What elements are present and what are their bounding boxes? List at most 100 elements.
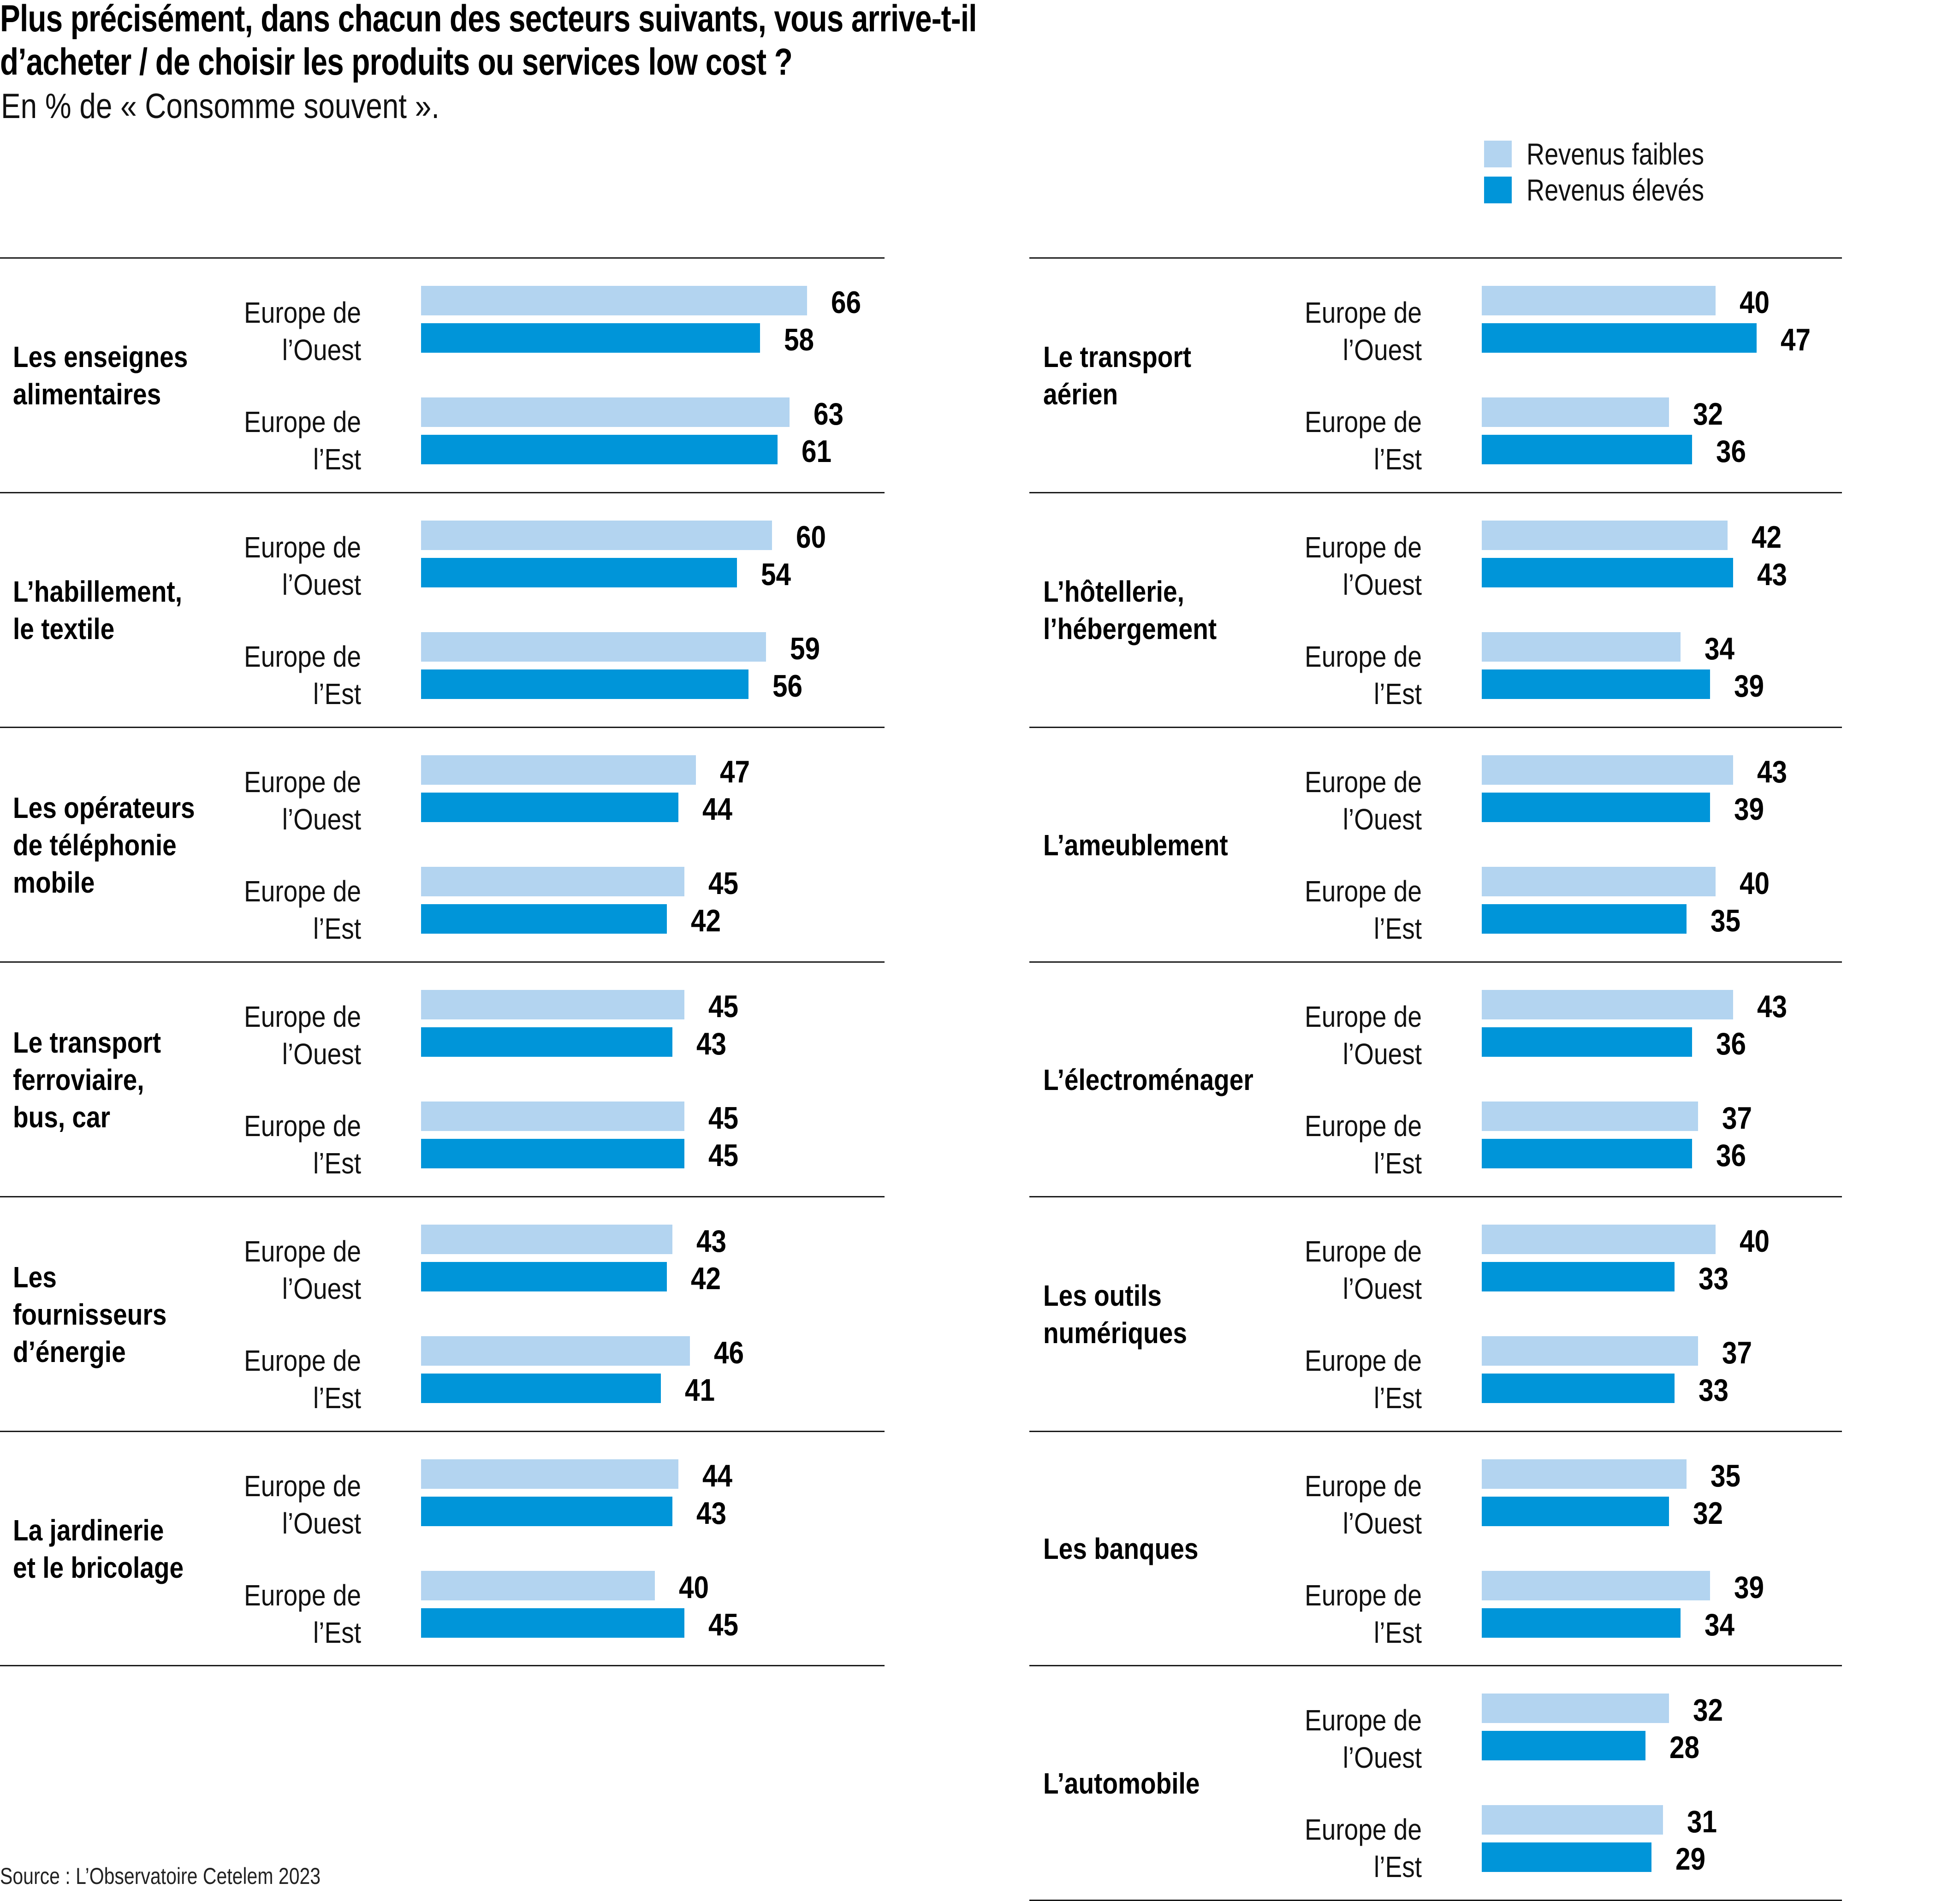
value-label-l-electromenager-ouest-revenus-faibles: 43 [1757, 989, 1788, 1024]
value-label-l-automobile-ouest-revenus-eleves: 28 [1669, 1730, 1700, 1765]
region-label-ouest: Europe de l’Ouest [1305, 1469, 1422, 1540]
value-label-l-ameublement-est-revenus-eleves: 35 [1711, 903, 1741, 938]
legend-item-revenus-eleves: Revenus élevés [1484, 173, 1743, 207]
sector-label-le-transport-aerien: Le transport aérien [1043, 340, 1192, 411]
separator-line [1029, 961, 1842, 963]
bar-l-electromenager-est-revenus-eleves [1482, 1139, 1692, 1168]
bar-les-operateurs-de-telephonie-mobile-ouest-revenus-eleves [421, 793, 678, 822]
bar-le-transport-aerien-ouest-revenus-eleves [1482, 323, 1757, 353]
value-label-le-transport-ferroviaire-bus-car-ouest-revenus-eleves: 43 [696, 1026, 727, 1061]
value-label-l-electromenager-est-revenus-eleves: 36 [1716, 1138, 1746, 1173]
bar-le-transport-aerien-est-revenus-faibles [1482, 397, 1669, 427]
region-label-est: Europe de l’Est [1305, 405, 1422, 476]
separator-line [1029, 1431, 1842, 1432]
value-label-l-habillement-le-textile-ouest-revenus-eleves: 54 [761, 557, 791, 592]
value-label-l-hotellerie-l-hebergement-est-revenus-faibles: 34 [1705, 631, 1735, 666]
value-label-l-automobile-ouest-revenus-faibles: 32 [1693, 1693, 1723, 1728]
value-label-le-transport-ferroviaire-bus-car-est-revenus-eleves: 45 [708, 1138, 739, 1173]
separator-line [1029, 257, 1842, 259]
value-label-l-habillement-le-textile-ouest-revenus-faibles: 60 [796, 520, 826, 555]
value-label-les-banques-ouest-revenus-faibles: 35 [1711, 1458, 1741, 1493]
value-label-les-enseignes-alimentaires-est-revenus-eleves: 61 [802, 434, 832, 469]
sector-label-l-automobile: L’automobile [1043, 1767, 1200, 1800]
value-label-les-operateurs-de-telephonie-mobile-ouest-revenus-faibles: 47 [720, 754, 750, 789]
value-label-l-hotellerie-l-hebergement-ouest-revenus-eleves: 43 [1757, 557, 1788, 592]
region-label-est: Europe de l’Est [1305, 1813, 1422, 1883]
separator-line [1029, 492, 1842, 493]
bar-l-habillement-le-textile-ouest-revenus-eleves [421, 558, 737, 587]
region-label-est: Europe de l’Est [244, 1344, 361, 1415]
value-label-les-operateurs-de-telephonie-mobile-est-revenus-faibles: 45 [708, 866, 739, 901]
separator-line [0, 1196, 885, 1197]
region-label-ouest: Europe de l’Ouest [1305, 296, 1422, 367]
value-label-l-hotellerie-l-hebergement-ouest-revenus-faibles: 42 [1752, 520, 1782, 555]
bar-les-operateurs-de-telephonie-mobile-est-revenus-eleves [421, 904, 667, 934]
bar-le-transport-ferroviaire-bus-car-est-revenus-eleves [421, 1139, 684, 1168]
value-label-la-jardinerie-et-le-bricolage-ouest-revenus-eleves: 43 [696, 1496, 727, 1531]
bar-l-automobile-ouest-revenus-eleves [1482, 1731, 1645, 1760]
separator-line [0, 961, 885, 963]
value-label-les-outils-numeriques-ouest-revenus-faibles: 40 [1740, 1224, 1770, 1259]
bar-les-banques-est-revenus-faibles [1482, 1571, 1710, 1600]
bar-les-enseignes-alimentaires-ouest-revenus-faibles [421, 286, 807, 315]
bar-les-banques-est-revenus-eleves [1482, 1608, 1681, 1638]
bar-l-electromenager-ouest-revenus-eleves [1482, 1027, 1692, 1057]
legend-swatch-revenus-faibles [1484, 141, 1512, 167]
bar-l-ameublement-est-revenus-eleves [1482, 904, 1687, 934]
sector-label-l-hotellerie-l-hebergement: L’hôtellerie, l’hébergement [1043, 575, 1217, 646]
legend-item-revenus-faibles: Revenus faibles [1484, 137, 1743, 171]
value-label-l-automobile-est-revenus-faibles: 31 [1687, 1804, 1717, 1839]
region-label-ouest: Europe de l’Ouest [1305, 531, 1422, 601]
bar-l-hotellerie-l-hebergement-est-revenus-faibles [1482, 632, 1681, 662]
region-label-est: Europe de l’Est [244, 405, 361, 476]
region-label-ouest: Europe de l’Ouest [244, 296, 361, 367]
bar-les-operateurs-de-telephonie-mobile-est-revenus-faibles [421, 867, 684, 896]
bar-l-automobile-ouest-revenus-faibles [1482, 1694, 1669, 1723]
bar-l-automobile-est-revenus-faibles [1482, 1805, 1663, 1835]
region-label-ouest: Europe de l’Ouest [244, 765, 361, 836]
bar-les-outils-numeriques-est-revenus-eleves [1482, 1374, 1675, 1403]
value-label-les-banques-ouest-revenus-eleves: 32 [1693, 1496, 1723, 1531]
bar-les-banques-ouest-revenus-faibles [1482, 1459, 1687, 1489]
separator-line [1029, 1665, 1842, 1666]
region-label-est: Europe de l’Est [1305, 1344, 1422, 1415]
region-label-ouest: Europe de l’Ouest [244, 531, 361, 601]
region-label-est: Europe de l’Est [1305, 875, 1422, 945]
bar-l-hotellerie-l-hebergement-ouest-revenus-faibles [1482, 521, 1728, 550]
sector-label-les-operateurs-de-telephonie-mobile: Les opérateurs de téléphonie mobile [13, 791, 195, 899]
value-label-l-habillement-le-textile-est-revenus-faibles: 59 [790, 631, 820, 666]
region-label-ouest: Europe de l’Ouest [1305, 765, 1422, 836]
chart-title: Plus précisément, dans chacun des secteu… [0, 0, 996, 84]
value-label-les-outils-numeriques-est-revenus-faibles: 37 [1722, 1335, 1752, 1370]
region-label-est: Europe de l’Est [244, 1579, 361, 1649]
bar-les-fournisseurs-d-energie-est-revenus-faibles [421, 1336, 690, 1366]
region-label-est: Europe de l’Est [244, 640, 361, 711]
bar-les-fournisseurs-d-energie-ouest-revenus-eleves [421, 1262, 667, 1291]
bar-les-fournisseurs-d-energie-ouest-revenus-faibles [421, 1225, 672, 1254]
region-label-ouest: Europe de l’Ouest [244, 1235, 361, 1305]
sector-label-l-electromenager: L’électroménager [1043, 1063, 1253, 1096]
value-label-l-ameublement-est-revenus-faibles: 40 [1740, 866, 1770, 901]
separator-line [1029, 1196, 1842, 1197]
bar-l-hotellerie-l-hebergement-est-revenus-eleves [1482, 669, 1710, 699]
region-label-est: Europe de l’Est [1305, 640, 1422, 711]
separator-line [0, 1431, 885, 1432]
bar-l-electromenager-ouest-revenus-faibles [1482, 990, 1733, 1019]
value-label-les-enseignes-alimentaires-ouest-revenus-eleves: 58 [784, 322, 814, 357]
bar-la-jardinerie-et-le-bricolage-ouest-revenus-eleves [421, 1497, 672, 1526]
separator-line [0, 257, 885, 259]
value-label-les-fournisseurs-d-energie-est-revenus-eleves: 41 [685, 1373, 715, 1408]
value-label-l-hotellerie-l-hebergement-est-revenus-eleves: 39 [1734, 669, 1764, 704]
value-label-les-outils-numeriques-ouest-revenus-eleves: 33 [1699, 1261, 1729, 1296]
region-label-ouest: Europe de l’Ouest [1305, 1704, 1422, 1774]
bar-la-jardinerie-et-le-bricolage-est-revenus-eleves [421, 1608, 684, 1638]
bar-les-enseignes-alimentaires-ouest-revenus-eleves [421, 323, 760, 353]
bar-le-transport-ferroviaire-bus-car-ouest-revenus-faibles [421, 990, 684, 1019]
bar-les-banques-ouest-revenus-eleves [1482, 1497, 1669, 1526]
value-label-les-banques-est-revenus-faibles: 39 [1734, 1570, 1764, 1605]
bar-l-ameublement-est-revenus-faibles [1482, 867, 1716, 896]
value-label-le-transport-ferroviaire-bus-car-ouest-revenus-faibles: 45 [708, 989, 739, 1024]
sector-label-l-habillement-le-textile: L’habillement, le textile [13, 575, 183, 646]
region-label-ouest: Europe de l’Ouest [244, 1000, 361, 1071]
value-label-les-banques-est-revenus-eleves: 34 [1705, 1607, 1735, 1642]
